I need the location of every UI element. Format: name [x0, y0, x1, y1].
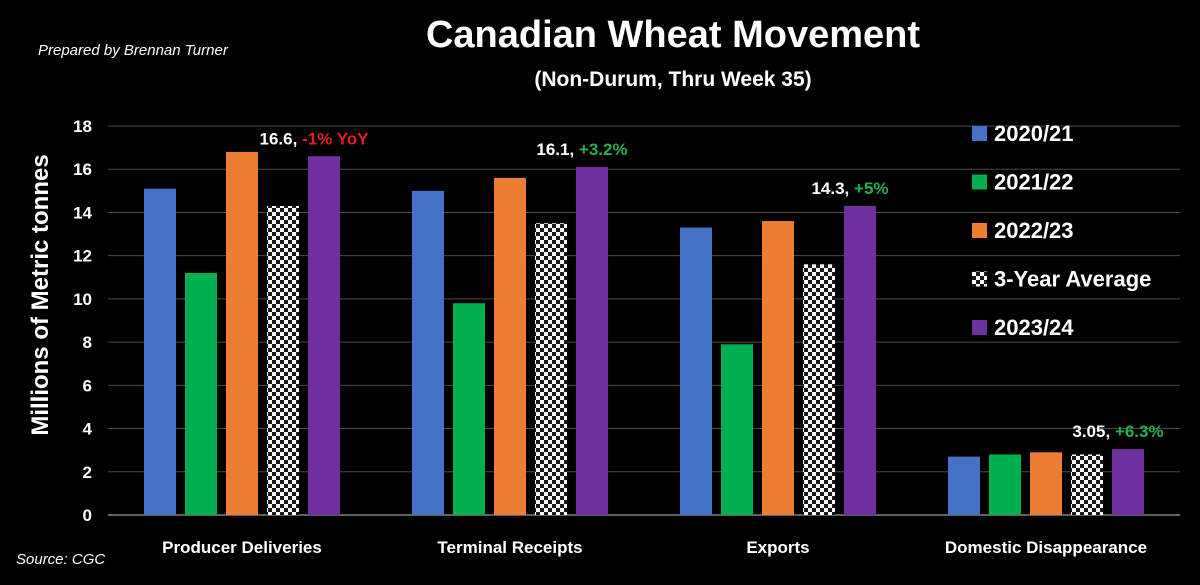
annotation-value: 3.05, — [1072, 422, 1115, 441]
bar-2021-22 — [185, 272, 217, 515]
bar-annotation: 14.3, +5% — [811, 179, 888, 198]
y-tick-label: 14 — [73, 203, 92, 222]
bars — [144, 151, 1144, 516]
x-tick-label: Domestic Disappearance — [945, 538, 1147, 557]
y-tick-label: 10 — [73, 290, 92, 309]
annotation-value: 16.6, — [260, 129, 303, 148]
x-tick-label: Terminal Receipts — [437, 538, 582, 557]
y-tick-label: 16 — [73, 160, 92, 179]
annotation-change: +6.3% — [1115, 422, 1164, 441]
legend-label-3-year-average: 3-Year Average — [994, 267, 1151, 292]
bar-2020-21 — [412, 190, 444, 516]
chart-subtitle: (Non-Durum, Thru Week 35) — [534, 68, 811, 91]
y-tick-label: 8 — [83, 333, 92, 352]
source-note: Source: CGC — [16, 551, 106, 568]
bar-2023-24 — [576, 167, 608, 516]
y-tick-label: 4 — [83, 420, 93, 439]
bar-2022-23 — [226, 151, 258, 515]
chart-title: Canadian Wheat Movement — [426, 14, 920, 56]
y-axis-label: Millions of Metric tonnes — [27, 154, 54, 435]
bar-3-year-average — [803, 264, 835, 515]
bar-2022-23 — [762, 221, 794, 516]
legend-swatch-2023-24 — [972, 320, 987, 335]
bar-2020-21 — [948, 456, 980, 515]
bar-2020-21 — [144, 188, 176, 515]
y-tick-label: 12 — [73, 247, 92, 266]
legend-label-2022-23: 2022/23 — [994, 218, 1074, 243]
legend-label-2020-21: 2020/21 — [994, 121, 1074, 146]
y-axis-ticks: 0 2 4 6 8 10 12 14 16 18 — [73, 117, 92, 525]
bar-2021-22 — [989, 454, 1021, 515]
legend: 2020/21 2021/22 2022/23 3-Year Average 2023/… — [972, 121, 1151, 340]
y-tick-label: 18 — [73, 117, 92, 136]
bar-annotation: 16.1, +3.2% — [536, 140, 627, 159]
bar-annotation: 3.05, +6.3% — [1072, 422, 1163, 441]
y-tick-label: 0 — [83, 506, 92, 525]
bar-2021-22 — [453, 303, 485, 515]
bar-annotations: 16.6, -1% YoY 16.1, +3.2% 14.3, +5% 3.05, +… — [260, 129, 1164, 441]
bar-3-year-average — [267, 205, 299, 515]
x-tick-label: Producer Deliveries — [162, 538, 322, 557]
legend-swatch-2021-22 — [972, 174, 987, 190]
y-tick-label: 2 — [83, 463, 92, 482]
bar-3-year-average — [1071, 454, 1103, 515]
legend-swatch-2020-21 — [972, 126, 987, 141]
bar-2020-21 — [680, 227, 712, 516]
legend-swatch-3-year-average — [972, 271, 987, 287]
legend-swatch-2022-23 — [972, 223, 987, 238]
bar-2022-23 — [1030, 452, 1062, 515]
annotation-value: 16.1, — [536, 140, 579, 159]
legend-label-2023-24: 2023/24 — [994, 315, 1074, 340]
bar-2023-24 — [844, 205, 876, 515]
bar-2021-22 — [721, 344, 753, 515]
x-axis-ticks: Producer Deliveries Terminal Receipts Expo… — [162, 538, 1147, 557]
bar-2022-23 — [494, 177, 526, 515]
y-tick-label: 6 — [83, 376, 92, 395]
annotation-change: +5% — [854, 179, 889, 198]
bar-3-year-average — [535, 223, 567, 515]
legend-label-2021-22: 2021/22 — [994, 170, 1074, 195]
bar-annotation: 16.6, -1% YoY — [260, 129, 370, 148]
bar-2023-24 — [1112, 449, 1144, 515]
prepared-by: Prepared by Brennan Turner — [38, 42, 228, 59]
annotation-change: +3.2% — [579, 140, 628, 159]
bar-2023-24 — [308, 156, 340, 515]
annotation-change: -1% YoY — [302, 129, 369, 148]
annotation-value: 14.3, — [811, 179, 854, 198]
x-tick-label: Exports — [746, 538, 809, 557]
